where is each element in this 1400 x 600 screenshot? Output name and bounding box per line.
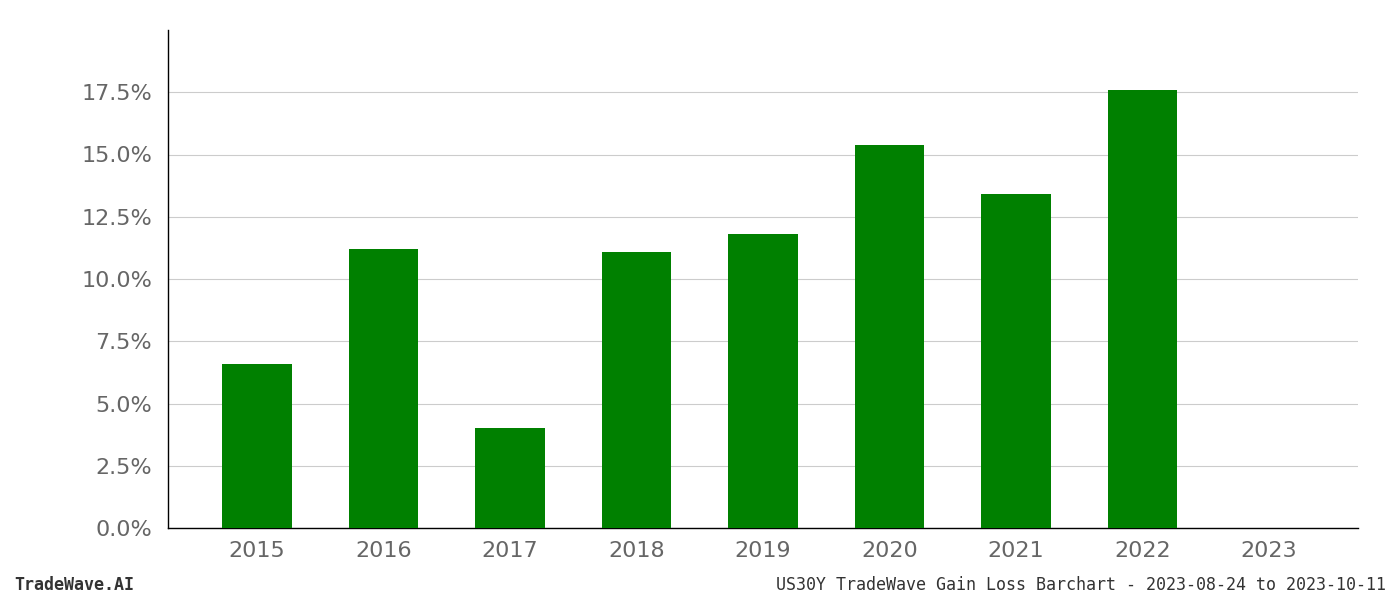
Text: US30Y TradeWave Gain Loss Barchart - 2023-08-24 to 2023-10-11: US30Y TradeWave Gain Loss Barchart - 202…: [776, 576, 1386, 594]
Bar: [223, 364, 291, 528]
Bar: [349, 249, 419, 528]
Bar: [855, 145, 924, 528]
Bar: [602, 251, 671, 528]
Bar: [475, 428, 545, 528]
Bar: [1107, 90, 1177, 528]
Bar: [728, 234, 798, 528]
Bar: [981, 194, 1051, 528]
Text: TradeWave.AI: TradeWave.AI: [14, 576, 134, 594]
